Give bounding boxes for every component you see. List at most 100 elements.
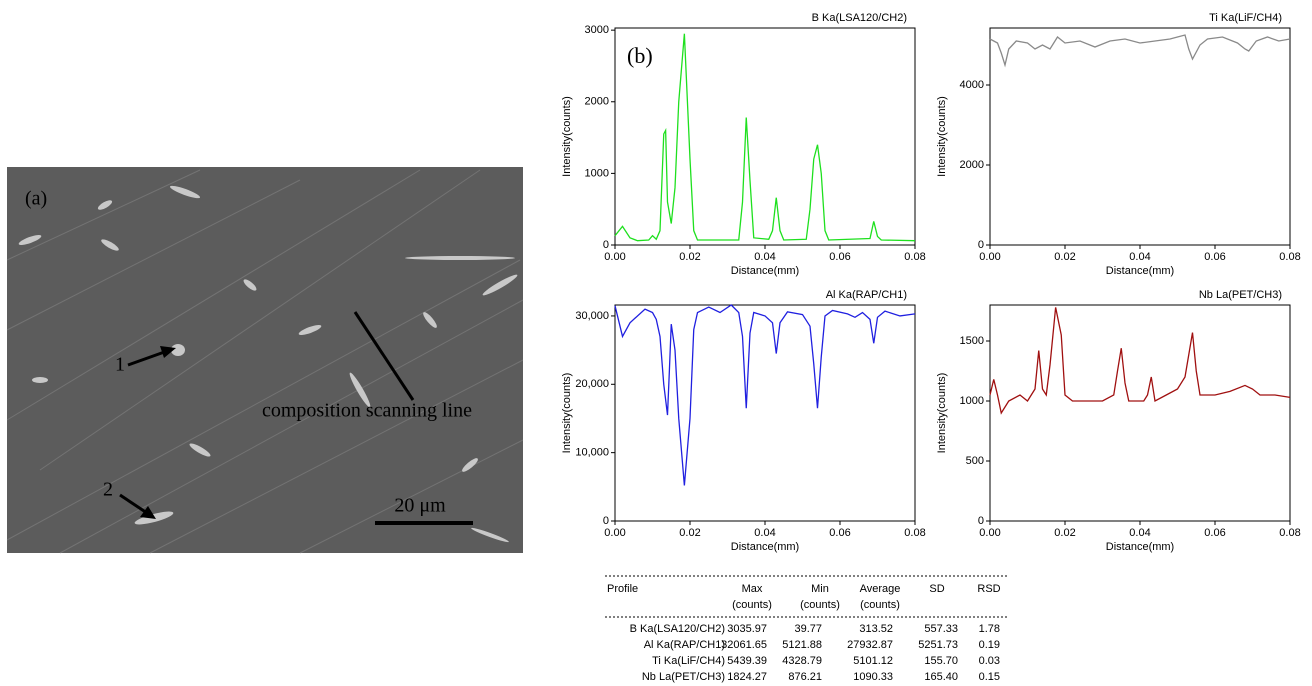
- table-cell: Ti Ka(LiF/CH4): [652, 655, 725, 667]
- x-tick-label: 0.08: [904, 251, 925, 263]
- y-tick-label: 0: [603, 239, 609, 251]
- y-tick-label: 0: [603, 515, 609, 527]
- x-tick-label: 0.08: [1279, 251, 1300, 263]
- x-tick-label: 0.06: [829, 527, 850, 539]
- table-cell: 3035.97: [727, 623, 767, 635]
- table-cell: 1.78: [979, 623, 1000, 635]
- y-tick-label: 0: [978, 515, 984, 527]
- x-tick-label: 0.04: [1129, 527, 1150, 539]
- x-tick-label: 0.00: [604, 251, 625, 263]
- table-cell: Al Ka(RAP/CH1): [644, 639, 725, 651]
- x-tick-label: 0.02: [679, 251, 700, 263]
- table-cell: Nb La(PET/CH3): [642, 671, 725, 683]
- data-line: [989, 307, 1291, 415]
- annotation: (b): [627, 43, 653, 68]
- y-tick-label: 1000: [960, 395, 984, 407]
- charts: 0.00 0.02 0.04 0.06 0.08 0 1000 2000 3000 B Ka(LS…: [561, 12, 1301, 553]
- table-cell: 5439.39: [727, 655, 767, 667]
- x-tick-label: 0.04: [1129, 251, 1150, 263]
- y-tick-label: 10,000: [575, 447, 609, 459]
- data-line: [614, 33, 916, 242]
- panel-label: (a): [25, 188, 47, 210]
- data-line: [989, 34, 1291, 68]
- y-tick-label: 500: [966, 455, 984, 467]
- texture: [6, 169, 524, 554]
- table-cell: 39.77: [794, 623, 822, 635]
- x-tick-label: 0.02: [679, 527, 700, 539]
- table-cell: 5251.73: [918, 639, 958, 651]
- table-header: SD: [929, 583, 944, 595]
- table-cell: B Ka(LSA120/CH2): [630, 623, 725, 635]
- y-axis-label: Intensity(counts): [936, 96, 948, 177]
- sem-image: (a) 1 2 composition scanning line 20 μm: [6, 167, 524, 554]
- table-header: Profile: [607, 583, 638, 595]
- stats-table: Profile Max (counts) Min (counts) Average (cou…: [605, 575, 1008, 683]
- x-tick-label: 0.06: [1204, 527, 1225, 539]
- table-cell: 32061.65: [721, 639, 767, 651]
- x-tick-label: 0.06: [829, 251, 850, 263]
- x-tick-label: 0.02: [1054, 251, 1075, 263]
- table-header: RSD: [977, 583, 1000, 595]
- table-header: Max: [742, 583, 763, 595]
- arrowhead-2: [140, 506, 156, 519]
- y-tick-label: 2000: [585, 96, 609, 108]
- table-header: Min: [811, 583, 829, 595]
- chart-title: Al Ka(RAP/CH1): [826, 289, 907, 301]
- chart-title: Ti Ka(LiF/CH4): [1209, 12, 1282, 24]
- chart-title: Nb La(PET/CH3): [1199, 289, 1282, 301]
- y-tick-label: 1500: [960, 335, 984, 347]
- x-tick-label: 0.02: [1054, 527, 1075, 539]
- scan-line-label: composition scanning line: [262, 400, 472, 422]
- x-tick-label: 0.08: [904, 527, 925, 539]
- table-header: (counts): [860, 599, 900, 611]
- y-tick-label: 1000: [585, 167, 609, 179]
- y-tick-label: 2000: [960, 159, 984, 171]
- y-tick-label: 3000: [585, 24, 609, 36]
- table-cell: 557.33: [924, 623, 958, 635]
- plot-frame: [989, 304, 1291, 522]
- table-cell: 5121.88: [782, 639, 822, 651]
- table-cell: 0.03: [979, 655, 1000, 667]
- arrowhead-1: [160, 346, 176, 358]
- table-cell: 27932.87: [847, 639, 893, 651]
- x-axis-label: Distance(mm): [731, 265, 799, 277]
- x-tick-label: 0.00: [979, 251, 1000, 263]
- y-tick-label: 0: [978, 239, 984, 251]
- y-tick-label: 30,000: [575, 310, 609, 322]
- particles: [18, 185, 518, 543]
- x-tick-label: 0.06: [1204, 251, 1225, 263]
- scan-line: [353, 311, 415, 401]
- table-cell: 165.40: [924, 671, 958, 683]
- marker-label: 2: [103, 479, 113, 501]
- table-cell: 313.52: [859, 623, 893, 635]
- table-cell: 876.21: [788, 671, 822, 683]
- x-tick-label: 0.04: [754, 251, 775, 263]
- x-tick-label: 0.04: [754, 527, 775, 539]
- chart-title: B Ka(LSA120/CH2): [812, 12, 907, 24]
- table-header: (counts): [800, 599, 840, 611]
- micrograph: [7, 167, 523, 553]
- table-cell: 1824.27: [727, 671, 767, 683]
- y-tick-label: 20,000: [575, 378, 609, 390]
- x-tick-label: 0.00: [979, 527, 1000, 539]
- x-tick-label: 0.08: [1279, 527, 1300, 539]
- x-axis-label: Distance(mm): [1106, 541, 1174, 553]
- x-tick-label: 0.00: [604, 527, 625, 539]
- y-tick-label: 4000: [960, 79, 984, 91]
- y-axis-label: Intensity(counts): [561, 96, 573, 177]
- x-axis-label: Distance(mm): [1106, 265, 1174, 277]
- table-cell: 0.19: [979, 639, 1000, 651]
- plot-frame: [614, 27, 916, 246]
- y-axis-label: Intensity(counts): [561, 373, 573, 454]
- marker-label: 1: [115, 354, 125, 376]
- data-line: [614, 304, 916, 486]
- table-cell: 4328.79: [782, 655, 822, 667]
- plot-frame: [989, 27, 1291, 246]
- x-axis-label: Distance(mm): [731, 541, 799, 553]
- table-cell: 155.70: [924, 655, 958, 667]
- y-axis-label: Intensity(counts): [936, 373, 948, 454]
- table-header: Average: [860, 583, 901, 595]
- table-cell: 5101.12: [853, 655, 893, 667]
- table-header: (counts): [732, 599, 772, 611]
